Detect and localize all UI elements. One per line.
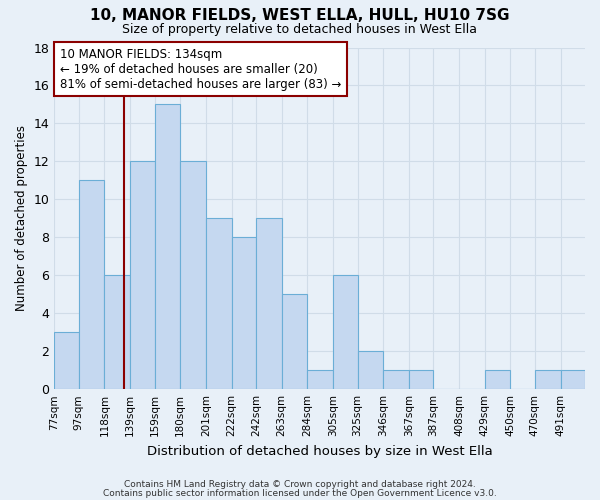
Bar (180, 162, 206, 389)
Bar (282, 294, 307, 389)
Bar (256, 218, 282, 389)
Text: 10 MANOR FIELDS: 134sqm
← 19% of detached houses are smaller (20)
81% of semi-de: 10 MANOR FIELDS: 134sqm ← 19% of detache… (59, 48, 341, 90)
Bar (130, 162, 155, 389)
Text: Contains HM Land Registry data © Crown copyright and database right 2024.: Contains HM Land Registry data © Crown c… (124, 480, 476, 489)
Bar (232, 238, 256, 389)
Bar (409, 370, 433, 389)
Text: 10, MANOR FIELDS, WEST ELLA, HULL, HU10 7SG: 10, MANOR FIELDS, WEST ELLA, HULL, HU10 … (90, 8, 510, 22)
Bar (104, 276, 130, 389)
Bar (206, 218, 232, 389)
Bar (54, 332, 79, 389)
Bar (383, 370, 409, 389)
Y-axis label: Number of detached properties: Number of detached properties (15, 126, 28, 312)
Bar (79, 180, 104, 389)
Bar (307, 370, 333, 389)
Text: Contains public sector information licensed under the Open Government Licence v3: Contains public sector information licen… (103, 489, 497, 498)
Text: Size of property relative to detached houses in West Ella: Size of property relative to detached ho… (122, 22, 478, 36)
Bar (485, 370, 511, 389)
X-axis label: Distribution of detached houses by size in West Ella: Distribution of detached houses by size … (147, 444, 493, 458)
Bar (560, 370, 585, 389)
Bar (333, 276, 358, 389)
Bar (535, 370, 560, 389)
Bar (155, 104, 180, 389)
Bar (358, 351, 383, 389)
